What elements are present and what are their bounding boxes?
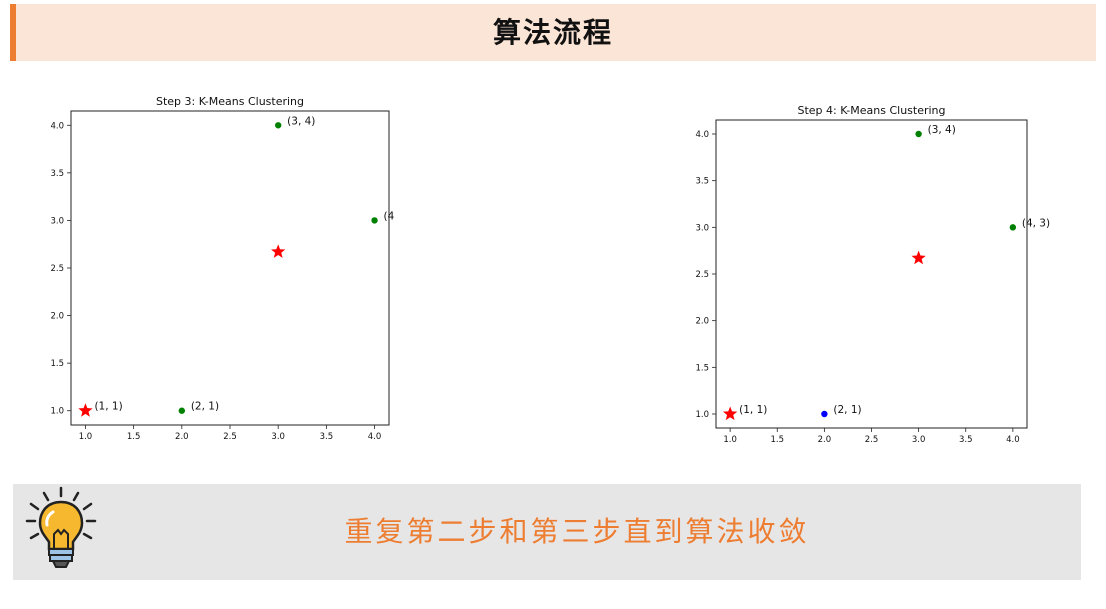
centroid-star xyxy=(271,244,286,258)
y-tick-label: 4.0 xyxy=(50,121,64,131)
x-tick-label: 2.0 xyxy=(818,435,832,445)
centroid-star xyxy=(723,406,738,421)
data-point xyxy=(1009,224,1017,231)
convergence-banner: 重复第二步和第三步直到算法收敛 xyxy=(13,484,1081,580)
x-tick-label: 2.5 xyxy=(223,432,237,442)
centroid-star xyxy=(911,250,926,265)
point-label: (4, 3) xyxy=(1022,217,1050,229)
point-label: (2, 1) xyxy=(833,404,861,416)
step3-scatter-chart: Step 3: K-Means Clustering 1.0 1.5 2.0 2.5 3.… xyxy=(40,92,411,447)
x-tick-label: 4.0 xyxy=(1006,435,1020,445)
x-tick-label: 1.5 xyxy=(770,435,784,445)
x-tick-label: 3.5 xyxy=(959,435,973,445)
chart-title: Step 4: K-Means Clustering xyxy=(797,104,945,117)
lightbulb-icon xyxy=(20,484,104,572)
y-tick-label: 2.5 xyxy=(50,264,64,274)
y-tick-label: 1.5 xyxy=(695,363,709,373)
point-label: (4, 3) xyxy=(384,210,395,222)
point-label: (3, 4) xyxy=(928,124,956,136)
x-tick-label: 4.0 xyxy=(368,432,382,442)
point-label: (1, 1) xyxy=(739,404,767,416)
x-tick-label: 3.0 xyxy=(912,435,926,445)
plot-frame xyxy=(70,110,390,426)
x-tick-label: 3.0 xyxy=(271,432,285,442)
y-tick-label: 3.5 xyxy=(695,177,709,187)
banner-message: 重复第二步和第三步直到算法收敛 xyxy=(344,515,810,548)
plot-frame xyxy=(715,119,1028,429)
data-point xyxy=(915,130,922,138)
x-tick-label: 1.0 xyxy=(79,432,93,442)
y-tick-label: 3.0 xyxy=(50,216,64,226)
x-tick-label: 1.0 xyxy=(723,435,737,445)
y-tick-label: 2.5 xyxy=(695,270,709,280)
step4-scatter-chart: Step 4: K-Means Clustering 1.0 1.5 2.0 2.5 3.… xyxy=(684,100,1064,450)
y-tick-label: 1.0 xyxy=(695,410,709,420)
data-point xyxy=(274,122,282,129)
centroid-star xyxy=(78,403,93,417)
y-tick-label: 4.0 xyxy=(695,130,709,140)
x-tick-label: 3.5 xyxy=(320,432,334,442)
x-tick-label: 2.5 xyxy=(865,435,879,445)
chart-title: Step 3: K-Means Clustering xyxy=(156,95,304,108)
y-tick-label: 2.0 xyxy=(50,312,64,322)
data-point xyxy=(371,217,378,224)
point-label: (1, 1) xyxy=(94,401,122,413)
point-label: (2, 1) xyxy=(191,401,219,413)
x-tick-label: 2.0 xyxy=(175,432,189,442)
y-tick-label: 3.0 xyxy=(695,223,709,233)
header-accent-bar xyxy=(10,4,16,61)
data-point xyxy=(821,410,828,418)
y-tick-label: 1.0 xyxy=(50,407,64,417)
slide-title: 算法流程 xyxy=(492,16,613,49)
data-point xyxy=(178,407,186,414)
x-tick-label: 1.5 xyxy=(127,432,141,442)
slide-header: 算法流程 xyxy=(10,4,1096,61)
y-tick-label: 2.0 xyxy=(695,317,709,327)
y-tick-label: 1.5 xyxy=(50,359,64,369)
point-label: (3, 4) xyxy=(287,115,315,127)
y-tick-label: 3.5 xyxy=(50,169,64,179)
